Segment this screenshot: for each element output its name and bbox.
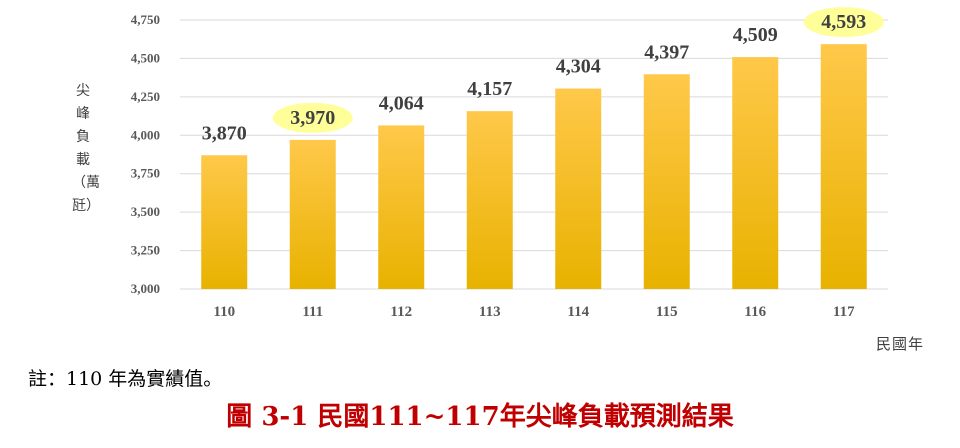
bars [201, 44, 867, 290]
x-axis-label: 民國年 [876, 335, 925, 353]
bar [289, 139, 336, 289]
y-tick-label: 3,750 [131, 166, 160, 181]
x-tick-label: 112 [390, 304, 412, 320]
bar [201, 155, 248, 289]
gridlines [180, 19, 888, 290]
x-tick-label: 114 [567, 304, 589, 320]
y-tick-label: 3,000 [131, 281, 160, 296]
data-label: 3,970 [290, 107, 335, 129]
y-axis-label: 尖峰負載（萬瓩） [72, 83, 100, 214]
y-tick-label: 3,500 [131, 204, 160, 219]
bar [378, 125, 425, 289]
bar [820, 44, 867, 289]
y-tick-label: 4,500 [131, 50, 160, 65]
footnote: 註：110 年為實績值。 [28, 368, 223, 390]
figure-caption: 圖 3-1 民國111~117年尖峰負載預測結果 [226, 402, 734, 432]
y-tick-label: 4,750 [131, 12, 160, 27]
bar [643, 74, 690, 290]
data-labels: 3,870 3,970 4,064 4,157 4,304 4,397 4,509 4,593 [202, 11, 867, 144]
highlights [272, 7, 884, 133]
y-tick-label: 4,000 [131, 127, 160, 142]
x-tick-label: 117 [833, 304, 855, 320]
data-label: 4,593 [821, 11, 866, 33]
x-tick-label: 110 [213, 304, 235, 320]
x-tick-label: 116 [744, 304, 766, 320]
data-label: 3,870 [202, 122, 247, 144]
x-tick-label: 113 [479, 304, 501, 320]
data-label: 4,397 [644, 41, 689, 63]
bar [466, 111, 513, 289]
bar [732, 57, 779, 290]
data-label: 4,304 [556, 56, 601, 78]
bar [555, 88, 602, 289]
bar-chart: 3,000 3,250 3,500 3,750 4,000 4,250 4,500 4,750… [131, 7, 888, 320]
x-tick-label: 111 [302, 304, 323, 320]
x-axis-ticks: 110 111 112 113 114 115 116 117 [213, 304, 855, 320]
y-axis-ticks: 3,000 3,250 3,500 3,750 4,000 4,250 4,500 4,750 [131, 12, 160, 296]
data-label: 4,509 [733, 24, 778, 46]
x-tick-label: 115 [656, 304, 678, 320]
y-tick-label: 3,250 [131, 243, 160, 258]
highlight-oval [803, 7, 884, 38]
highlight-oval [272, 102, 353, 133]
data-label: 4,064 [379, 92, 424, 114]
y-tick-label: 4,250 [131, 89, 160, 104]
data-label: 4,157 [467, 78, 512, 100]
